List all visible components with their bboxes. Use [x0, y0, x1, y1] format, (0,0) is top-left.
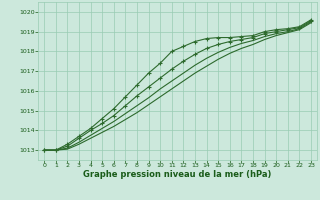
X-axis label: Graphe pression niveau de la mer (hPa): Graphe pression niveau de la mer (hPa) [84, 170, 272, 179]
